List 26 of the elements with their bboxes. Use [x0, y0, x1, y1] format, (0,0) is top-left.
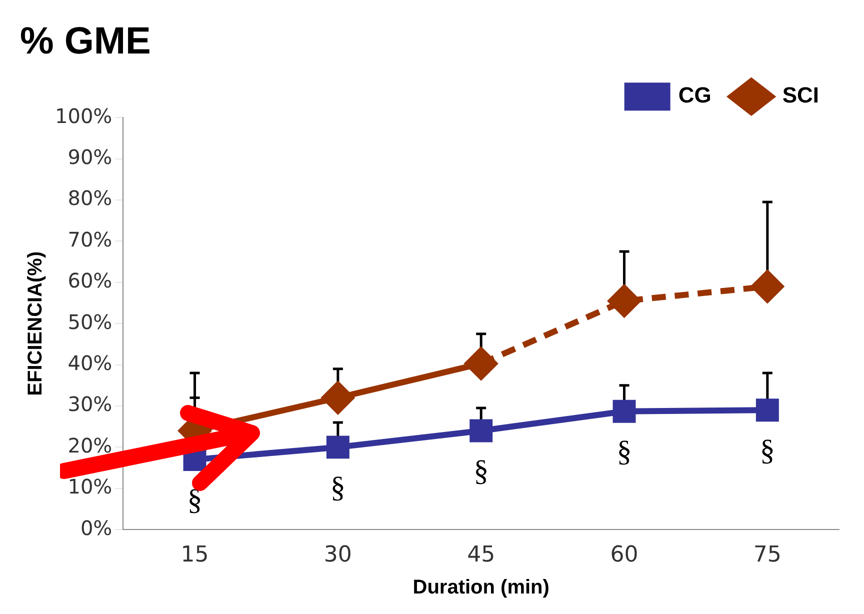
y-tick-label: 0%: [80, 516, 112, 540]
chart-title: % GME: [20, 20, 151, 62]
y-tick-label: 40%: [68, 351, 112, 376]
annotation: §: [330, 471, 346, 504]
y-tick-label: 80%: [68, 186, 112, 210]
legend-label: CG: [678, 82, 712, 108]
y-tick-label: 90%: [68, 145, 112, 170]
annotation: §: [474, 454, 489, 488]
x-axis-title: Duration (min): [412, 576, 550, 599]
y-tick-label: 50%: [68, 310, 112, 334]
x-tick-label: 30: [324, 542, 352, 568]
y-tick-label: 30%: [68, 392, 112, 416]
x-tick-label: 75: [753, 542, 782, 568]
y-axis-title: EFICIENCIA(%): [24, 251, 47, 396]
annotation: §: [760, 434, 775, 467]
x-tick-label: 60: [610, 542, 638, 568]
x-tick-label: 45: [467, 542, 496, 568]
x-tick-label: 15: [180, 542, 209, 568]
y-tick-label: 70%: [68, 227, 112, 252]
y-tick-label: 60%: [68, 268, 112, 293]
y-tick-label: 100%: [54, 104, 112, 128]
y-tick-label: 10%: [68, 474, 112, 499]
annotation: §: [616, 435, 632, 468]
legend-label: SCI: [782, 82, 820, 108]
y-tick-label: 20%: [68, 433, 112, 458]
annotation: §: [187, 483, 202, 516]
